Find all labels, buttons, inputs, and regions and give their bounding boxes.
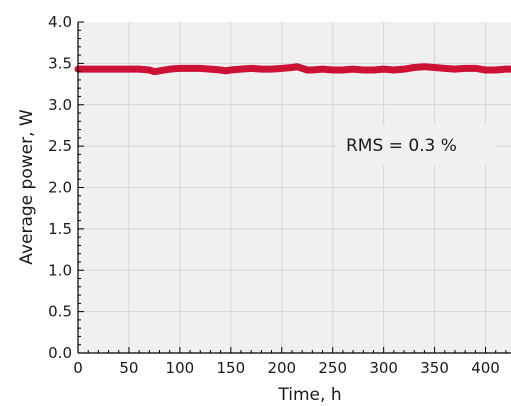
ticks bbox=[77, 21, 507, 354]
series-layer bbox=[74, 63, 511, 76]
x-tick-label: 400 bbox=[471, 359, 500, 377]
y-tick-label: 1.0 bbox=[48, 261, 72, 279]
annotation-layer: RMS = 0.3 % bbox=[336, 125, 496, 165]
y-axis-label: Average power, W bbox=[17, 109, 37, 265]
y-tick-label: 0.5 bbox=[48, 303, 72, 321]
x-tick-label: 100 bbox=[166, 359, 195, 377]
x-tick-label: 200 bbox=[267, 359, 296, 377]
y-tick-label: 4.0 bbox=[48, 13, 72, 31]
series-noise-band bbox=[78, 66, 511, 75]
tick-labels: 0 50 100 150 200 250 300 350 400 0.0 0.5 1.0 1.5 2.0 2… bbox=[48, 13, 500, 377]
x-tick-label: 0 bbox=[73, 359, 83, 377]
x-tick-label: 50 bbox=[119, 359, 138, 377]
y-tick-label: 3.0 bbox=[48, 96, 72, 114]
y-tick-label: 0.0 bbox=[48, 344, 72, 362]
x-tick-label: 150 bbox=[217, 359, 246, 377]
rms-annotation: RMS = 0.3 % bbox=[346, 136, 457, 156]
x-tick-label: 300 bbox=[369, 359, 398, 377]
y-tick-label: 2.5 bbox=[48, 137, 72, 155]
y-tick-label: 1.5 bbox=[48, 220, 72, 238]
y-tick-label: 3.5 bbox=[48, 54, 72, 72]
grid bbox=[78, 22, 511, 353]
x-tick-label: 350 bbox=[420, 359, 449, 377]
x-tick-label: 250 bbox=[318, 359, 347, 377]
annotation-box bbox=[336, 125, 496, 165]
x-axis-label: Time, h bbox=[277, 385, 341, 405]
y-tick-label: 2.0 bbox=[48, 179, 72, 197]
